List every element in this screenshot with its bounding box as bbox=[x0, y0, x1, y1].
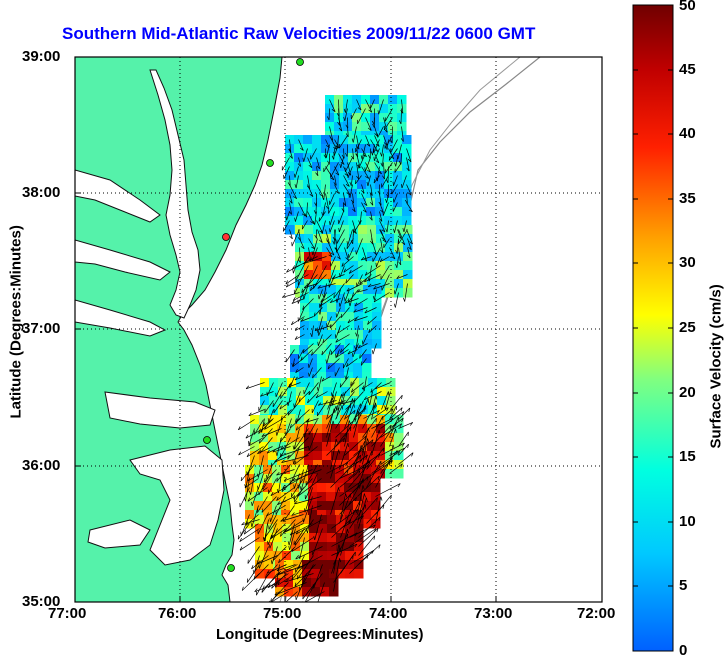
radar-site-marker bbox=[266, 159, 274, 167]
y-tick-label: 38:00 bbox=[22, 184, 61, 201]
colorbar-tick-label: 40 bbox=[679, 125, 696, 142]
x-tick-label: 76:00 bbox=[158, 605, 197, 622]
colorbar-tick-label: 20 bbox=[679, 384, 696, 401]
colorbar-tick-label: 30 bbox=[679, 254, 696, 271]
y-tick-label: 39:00 bbox=[22, 48, 61, 65]
x-tick-label: 74:00 bbox=[369, 605, 408, 622]
colorbar bbox=[632, 4, 674, 652]
colorbar-tick-label: 45 bbox=[679, 61, 696, 78]
colorbar-label: Surface Velocity (cm/s) bbox=[707, 284, 724, 449]
colorbar-tick-label: 50 bbox=[679, 0, 696, 14]
chesapeake-bay bbox=[149, 69, 201, 319]
colorbar-tick-label: 10 bbox=[679, 513, 696, 530]
x-tick-label: 73:00 bbox=[474, 605, 513, 622]
radar-site-marker bbox=[222, 233, 230, 241]
x-tick-label: 77:00 bbox=[48, 605, 87, 622]
velocity-vectors bbox=[237, 99, 414, 602]
x-tick-label: 75:00 bbox=[263, 605, 302, 622]
y-tick-label: 35:00 bbox=[22, 593, 61, 610]
colorbar-tick-label: 25 bbox=[679, 319, 696, 336]
radar-site-marker bbox=[296, 58, 304, 66]
colorbar-tick-label: 35 bbox=[679, 190, 696, 207]
y-tick-label: 36:00 bbox=[22, 457, 61, 474]
radar-site-marker bbox=[227, 564, 235, 572]
y-tick-label: 37:00 bbox=[22, 320, 61, 337]
y-axis-label: Latitude (Degrees:Minutes) bbox=[7, 225, 25, 419]
x-axis-label: Longitude (Degrees:Minutes) bbox=[216, 626, 424, 643]
colorbar-tick-label: 0 bbox=[679, 642, 688, 659]
radar-site-marker bbox=[203, 436, 211, 444]
x-tick-label: 72:00 bbox=[577, 605, 616, 622]
colorbar-tick-label: 5 bbox=[679, 577, 688, 594]
grid-lines bbox=[75, 57, 602, 602]
colorbar-tick-label: 15 bbox=[679, 448, 696, 465]
